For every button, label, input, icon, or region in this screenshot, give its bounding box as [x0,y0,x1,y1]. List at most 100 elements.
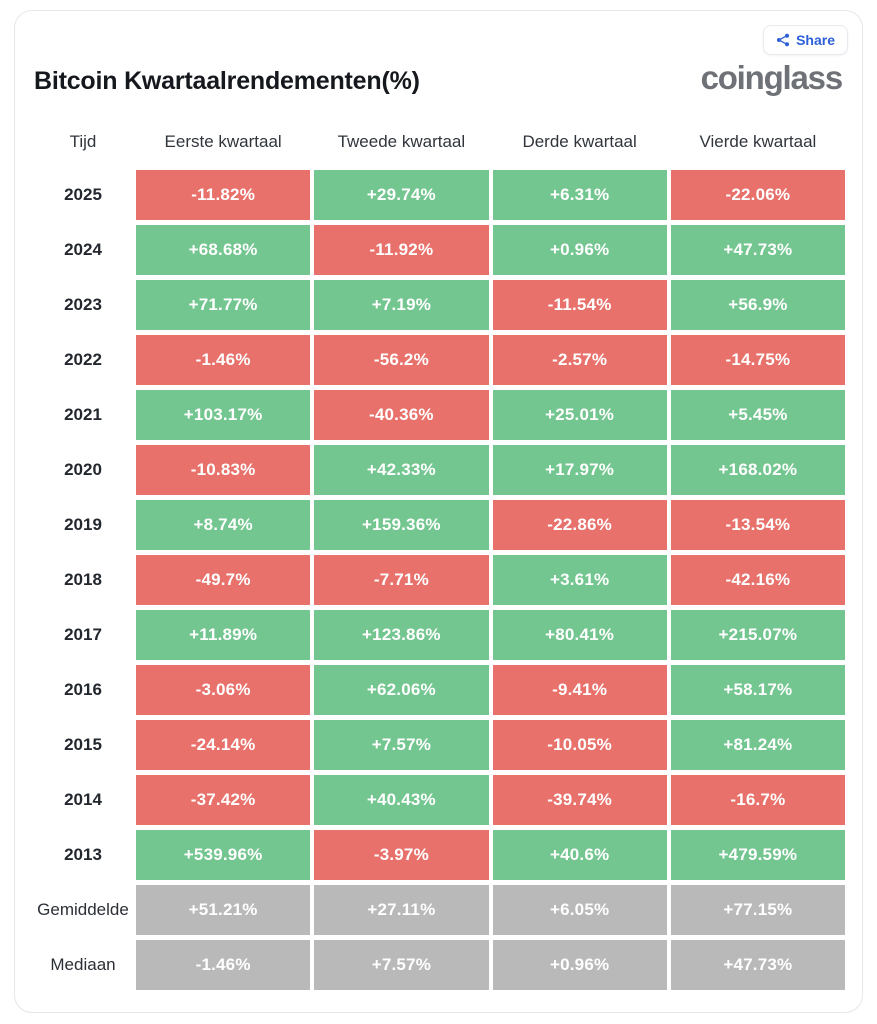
return-cell: -37.42% [136,775,311,825]
return-cell: +17.97% [492,445,667,495]
return-cell: +103.17% [136,390,311,440]
row-label: 2013 [64,845,102,864]
return-cell: -3.97% [314,830,489,880]
table-row: 2020 -10.83% +42.33% +17.97% +168.02% [34,445,845,495]
table-row: Mediaan -1.46% +7.57% +0.96% +47.73% [34,940,845,990]
return-cell: +42.33% [314,445,489,495]
table-row: 2017 +11.89% +123.86% +80.41% +215.07% [34,610,845,660]
return-cell: +58.17% [670,665,845,715]
row-label: 2023 [64,295,102,314]
return-cell: -11.92% [314,225,489,275]
share-icon [776,33,790,47]
return-cell: -1.46% [136,335,311,385]
return-cell: -49.7% [136,555,311,605]
column-header: Eerste kwartaal [164,132,282,151]
return-cell: -16.7% [670,775,845,825]
column-header: Tijd [69,132,97,151]
card-header: Bitcoin Kwartaalrendementen(%) coinglass [15,11,862,97]
return-cell: +40.43% [314,775,489,825]
table-row: 2019 +8.74% +159.36% -22.86% -13.54% [34,500,845,550]
return-cell: -1.46% [136,940,311,990]
return-cell: -39.74% [492,775,667,825]
return-cell: +81.24% [670,720,845,770]
column-header: Derde kwartaal [522,132,637,151]
column-header: Vierde kwartaal [699,132,817,151]
table-row: 2025 -11.82% +29.74% +6.31% -22.06% [34,170,845,220]
column-header: Tweede kwartaal [337,132,466,151]
return-cell: +47.73% [670,940,845,990]
returns-table: Tijd Eerste kwartaal Tweede kwartaal Derde … [15,131,862,990]
table-row: Gemiddelde +51.21% +27.11% +6.05% +77.15% [34,885,845,935]
table-row: 2023 +71.77% +7.19% -11.54% +56.9% [34,280,845,330]
table-row: 2024 +68.68% -11.92% +0.96% +47.73% [34,225,845,275]
return-cell: +29.74% [314,170,489,220]
return-cell: -11.54% [492,280,667,330]
return-cell: +27.11% [314,885,489,935]
share-button[interactable]: Share [763,25,848,55]
return-cell: -2.57% [492,335,667,385]
return-cell: +47.73% [670,225,845,275]
widget-card: Share Bitcoin Kwartaalrendementen(%) coi… [14,10,863,1013]
return-cell: +0.96% [492,940,667,990]
table-row: 2021 +103.17% -40.36% +25.01% +5.45% [34,390,845,440]
return-cell: +80.41% [492,610,667,660]
return-cell: +6.31% [492,170,667,220]
return-cell: +25.01% [492,390,667,440]
row-label: 2015 [64,735,102,754]
return-cell: -22.06% [670,170,845,220]
row-label: 2024 [64,240,102,259]
return-cell: +3.61% [492,555,667,605]
row-label: 2014 [64,790,102,809]
table-header-row: Tijd Eerste kwartaal Tweede kwartaal Derde … [34,131,845,153]
row-label: Gemiddelde [37,900,129,919]
return-cell: +71.77% [136,280,311,330]
return-cell: +56.9% [670,280,845,330]
return-cell: -24.14% [136,720,311,770]
return-cell: -22.86% [492,500,667,550]
return-cell: -40.36% [314,390,489,440]
return-cell: +215.07% [670,610,845,660]
return-cell: +11.89% [136,610,311,660]
return-cell: +0.96% [492,225,667,275]
table-row: 2014 -37.42% +40.43% -39.74% -16.7% [34,775,845,825]
return-cell: -9.41% [492,665,667,715]
return-cell: +62.06% [314,665,489,715]
coinglass-logo: coinglass [700,59,844,96]
return-cell: +77.15% [670,885,845,935]
return-cell: -3.06% [136,665,311,715]
return-cell: +123.86% [314,610,489,660]
page-title: Bitcoin Kwartaalrendementen(%) [34,67,420,95]
row-label: 2018 [64,570,102,589]
row-label: 2016 [64,680,102,699]
return-cell: +7.57% [314,940,489,990]
return-cell: +5.45% [670,390,845,440]
table-row: 2013 +539.96% -3.97% +40.6% +479.59% [34,830,845,880]
table-row: 2018 -49.7% -7.71% +3.61% -42.16% [34,555,845,605]
return-cell: -7.71% [314,555,489,605]
row-label: 2020 [64,460,102,479]
table-row: 2015 -24.14% +7.57% -10.05% +81.24% [34,720,845,770]
return-cell: +68.68% [136,225,311,275]
return-cell: +51.21% [136,885,311,935]
row-label: 2017 [64,625,102,644]
table-row: 2016 -3.06% +62.06% -9.41% +58.17% [34,665,845,715]
row-label: 2022 [64,350,102,369]
row-label: 2025 [64,185,102,204]
return-cell: +7.19% [314,280,489,330]
table-row: 2022 -1.46% -56.2% -2.57% -14.75% [34,335,845,385]
return-cell: +6.05% [492,885,667,935]
return-cell: +8.74% [136,500,311,550]
return-cell: -56.2% [314,335,489,385]
row-label: 2019 [64,515,102,534]
return-cell: +7.57% [314,720,489,770]
return-cell: +479.59% [670,830,845,880]
return-cell: -11.82% [136,170,311,220]
return-cell: +40.6% [492,830,667,880]
return-cell: +168.02% [670,445,845,495]
return-cell: -13.54% [670,500,845,550]
return-cell: +159.36% [314,500,489,550]
return-cell: -10.05% [492,720,667,770]
row-label: Mediaan [50,955,116,974]
return-cell: -10.83% [136,445,311,495]
row-label: 2021 [64,405,102,424]
